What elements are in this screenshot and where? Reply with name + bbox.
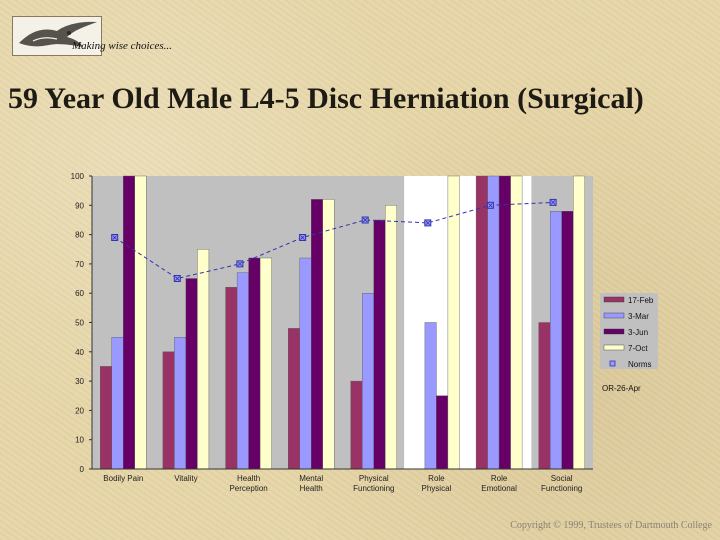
- legend: 17-Feb 3-Mar 3-Jun 7-Oct Norms: [600, 293, 658, 369]
- bar: [322, 199, 335, 470]
- x-tick-label: Functioning: [353, 484, 394, 493]
- bar: [225, 287, 238, 470]
- bar: [236, 272, 249, 470]
- legend-swatch: [603, 296, 625, 303]
- norms-point: [361, 216, 369, 224]
- y-tick-label: 10: [75, 436, 84, 445]
- logo-box: [12, 16, 102, 56]
- bar: [436, 395, 449, 470]
- legend-swatch: [603, 344, 625, 351]
- norms-point: [236, 260, 244, 268]
- y-tick-label: 30: [75, 377, 84, 386]
- y-tick-label: 100: [71, 172, 85, 181]
- bar: [197, 249, 210, 470]
- x-tick-label: Physical: [359, 474, 389, 483]
- y-tick-label: 20: [75, 406, 84, 415]
- bar: [162, 351, 175, 470]
- bar: [259, 257, 272, 470]
- bar: [510, 175, 523, 470]
- bar: [287, 328, 300, 470]
- norms-marker-x: [112, 235, 117, 240]
- norms-point: [173, 275, 181, 282]
- norms-marker-x: [237, 261, 243, 267]
- x-tick-label: Physical: [422, 484, 452, 493]
- legend-swatch: [609, 360, 616, 367]
- y-tick-label: 0: [80, 465, 85, 474]
- copyright-text: Copyright © 1999, Trustees of Dartmouth …: [510, 520, 712, 531]
- page-title: 59 Year Old Male L4-5 Disc Herniation (S…: [8, 82, 644, 115]
- y-tick-label: 70: [75, 260, 84, 269]
- tagline: Making wise choices...: [72, 40, 172, 52]
- x-tick-label: Social: [551, 474, 573, 483]
- legend-label: 7-Oct: [628, 344, 648, 353]
- bar: [573, 175, 585, 470]
- legend-label: Norms: [628, 360, 652, 369]
- bar: [373, 219, 386, 470]
- norms-marker-x: [550, 200, 556, 205]
- y-tick-label: 80: [75, 231, 84, 240]
- bar: [248, 257, 261, 470]
- legend-label: 3-Jun: [628, 328, 648, 337]
- norms-point: [549, 198, 557, 206]
- bar: [475, 175, 488, 470]
- bar: [498, 175, 511, 470]
- y-tick-label: 40: [75, 348, 84, 357]
- y-tick-label: 60: [75, 289, 84, 298]
- bar: [538, 322, 551, 470]
- x-tick-label: Mental: [299, 474, 323, 483]
- norms-point: [299, 234, 307, 241]
- bar: [424, 322, 437, 470]
- x-tick-label: Role: [491, 474, 508, 483]
- norms-point: [486, 201, 494, 209]
- norms-marker-x: [175, 276, 180, 281]
- bar: [174, 336, 187, 470]
- y-tick-label: 50: [75, 319, 84, 328]
- bar: [185, 278, 198, 470]
- y-tick-label: 90: [75, 201, 84, 210]
- x-tick-label: Health: [237, 474, 260, 483]
- legend-swatch: [603, 328, 625, 335]
- bar: [487, 175, 500, 470]
- legend-extra-label: OR-26-Apr: [602, 384, 641, 393]
- bar: [561, 211, 574, 470]
- bar: [311, 199, 323, 470]
- legend-swatch: [603, 312, 625, 319]
- legend-label: 3-Mar: [628, 312, 649, 321]
- bar: [350, 380, 363, 470]
- norms-point: [111, 234, 119, 241]
- x-tick-label: Role: [428, 474, 445, 483]
- bar: [123, 175, 136, 470]
- bar: [299, 257, 312, 470]
- x-tick-label: Health: [300, 484, 323, 493]
- x-tick-label: Emotional: [481, 484, 517, 493]
- bar: [111, 336, 124, 470]
- bar: [385, 205, 397, 470]
- norms-marker-x: [488, 203, 493, 208]
- x-tick-label: Functioning: [541, 484, 582, 493]
- bird-logo-icon: [19, 21, 97, 47]
- bar: [134, 175, 147, 470]
- norms-line: [114, 201, 554, 280]
- bar: [550, 211, 562, 470]
- x-tick-label: Vitality: [174, 474, 197, 483]
- bar: [100, 366, 112, 470]
- chart: 0 10 20 30 40 50 60 70 80 90 100 Bodily Pain Vitalit…: [71, 172, 658, 493]
- x-tick-label: Bodily Pain: [103, 474, 143, 483]
- norms-marker-x: [300, 235, 305, 240]
- bar: [362, 292, 374, 470]
- norms-marker-x: [425, 220, 431, 226]
- legend-label: 17-Feb: [628, 296, 654, 305]
- x-tick-label: Perception: [229, 484, 267, 493]
- bar: [447, 175, 460, 470]
- norms-marker-x: [362, 217, 368, 223]
- norms-point: [424, 219, 432, 227]
